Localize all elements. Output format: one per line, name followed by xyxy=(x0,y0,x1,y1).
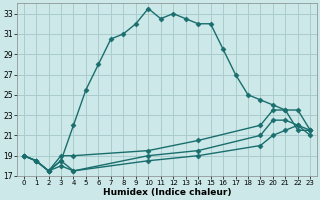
X-axis label: Humidex (Indice chaleur): Humidex (Indice chaleur) xyxy=(103,188,231,197)
